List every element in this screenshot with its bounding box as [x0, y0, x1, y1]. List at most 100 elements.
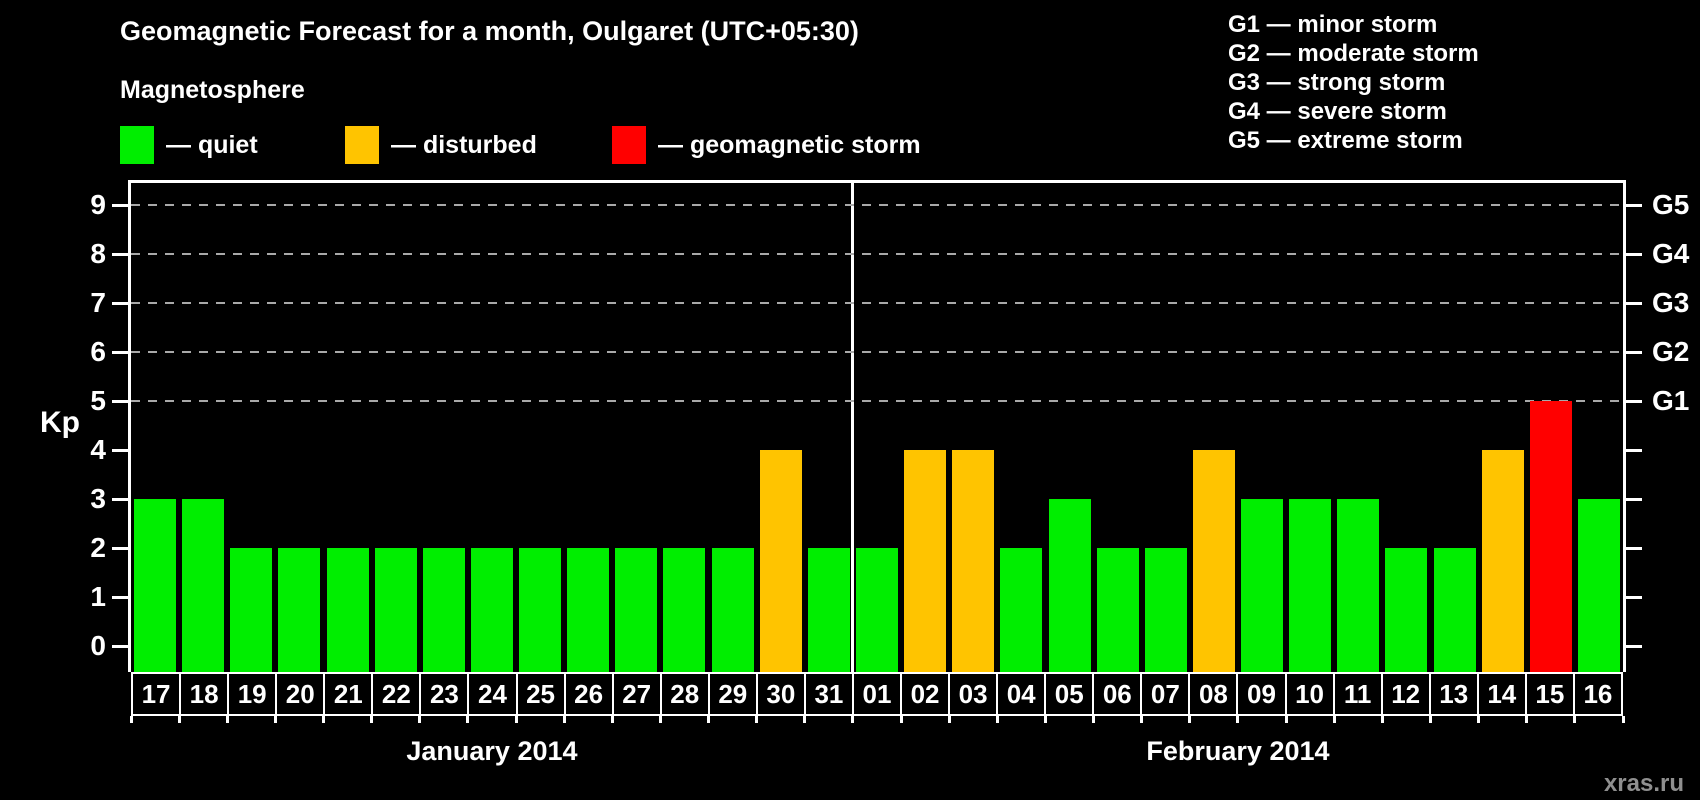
day-boundary-tick: [707, 716, 711, 723]
day-boundary-tick: [1621, 716, 1625, 723]
day-boundary-tick: [466, 716, 470, 723]
storm-scale-legend: G1 — minor storm G2 — moderate storm G3 …: [1228, 10, 1479, 155]
kp-bar: [1529, 401, 1572, 672]
right-axis-tick-2: [1626, 547, 1642, 550]
day-boundary-tick: [1188, 716, 1192, 723]
day-label-cell: 06: [1092, 672, 1143, 716]
day-label-cell: 24: [467, 672, 518, 716]
day-label-cell: 14: [1476, 672, 1527, 716]
plot-top-border: [128, 180, 1626, 183]
right-axis-label-g2: G2: [1652, 336, 1690, 367]
storm-scale-g4: G4 — severe storm: [1228, 98, 1447, 125]
y-axis-tick-label-3: 3: [90, 483, 106, 514]
day-label-cell: 27: [611, 672, 662, 716]
kp-bar: [663, 548, 706, 672]
kp-bar: [711, 548, 754, 672]
day-boundary-tick: [514, 716, 518, 723]
kp-bar: [856, 548, 898, 672]
day-label-cell: 18: [179, 672, 230, 716]
day-boundary-tick: [899, 716, 903, 723]
day-boundary-tick: [322, 716, 326, 723]
kp-bar: [519, 548, 562, 672]
y-axis-tick-9: [112, 204, 128, 207]
day-label-cell: 21: [323, 672, 374, 716]
magnetosphere-legend-heading: Magnetosphere: [120, 76, 305, 104]
right-axis-tick-4: [1626, 449, 1642, 452]
day-boundary-tick: [562, 716, 566, 723]
day-label-cell: 25: [515, 672, 566, 716]
day-boundary-tick: [1043, 716, 1047, 723]
storm-color-swatch: [612, 126, 646, 164]
chart-title: Geomagnetic Forecast for a month, Oulgar…: [120, 16, 859, 46]
storm-scale-g3: G3 — strong storm: [1228, 69, 1446, 96]
y-axis-tick-1: [112, 596, 128, 599]
kp-bar: [1192, 450, 1235, 672]
legend-label-storm: — geomagnetic storm: [658, 131, 921, 159]
day-label-cell: 08: [1188, 672, 1239, 716]
storm-scale-g5: G5 — extreme storm: [1228, 127, 1463, 154]
y-axis-line: [128, 180, 131, 672]
kp-bar: [1481, 450, 1524, 672]
day-label-cell: 07: [1140, 672, 1191, 716]
legend-item-disturbed: — disturbed: [345, 126, 537, 164]
day-boundary-tick: [947, 716, 951, 723]
right-axis-tick-9: [1626, 204, 1642, 207]
kp-bar: [1337, 499, 1380, 672]
legend-label-quiet: — quiet: [166, 131, 258, 159]
storm-scale-g1: G1 — minor storm: [1228, 11, 1438, 38]
quiet-color-swatch: [120, 126, 154, 164]
kp-bar: [422, 548, 465, 672]
right-axis-label-g3: G3: [1652, 287, 1690, 318]
y-axis-tick-label-0: 0: [90, 630, 106, 661]
day-label-cell: 10: [1284, 672, 1335, 716]
kp-bar: [1433, 548, 1476, 672]
y-axis-tick-label-7: 7: [90, 287, 106, 318]
day-label-cell: 02: [900, 672, 951, 716]
day-boundary-tick: [755, 716, 759, 723]
day-boundary-tick: [177, 716, 181, 723]
day-boundary-tick: [1477, 716, 1481, 723]
day-boundary-tick: [370, 716, 374, 723]
right-axis-tick-7: [1626, 302, 1642, 305]
storm-scale-g2: G2 — moderate storm: [1228, 40, 1479, 67]
day-label-cell: 30: [755, 672, 806, 716]
gridline-kp8: [131, 253, 1623, 255]
y-axis-tick-2: [112, 547, 128, 550]
day-axis-row: 17 18 19 20 21 22 23 24 25 26 27 28 29 30 31 01 02 03 04 05…: [131, 672, 1623, 716]
day-label-cell: 22: [371, 672, 422, 716]
y-axis-tick-label-6: 6: [90, 336, 106, 367]
day-boundary-tick: [1525, 716, 1529, 723]
day-boundary-tick: [1284, 716, 1288, 723]
legend-item-storm: — geomagnetic storm: [612, 126, 921, 164]
kp-bar: [567, 548, 610, 672]
day-label-cell: 23: [419, 672, 470, 716]
y-axis-tick-0: [112, 645, 128, 648]
day-boundary-tick: [658, 716, 662, 723]
right-axis-tick-1: [1626, 596, 1642, 599]
day-label-cell: 03: [948, 672, 999, 716]
kp-bar: [1096, 548, 1139, 672]
legend-item-quiet: — quiet: [120, 126, 258, 164]
day-boundary-tick: [1140, 716, 1144, 723]
kp-bar: [134, 499, 177, 672]
day-boundary-tick: [273, 716, 277, 723]
disturbed-color-swatch: [345, 126, 379, 164]
legend-label-disturbed: — disturbed: [391, 131, 537, 159]
day-boundary-tick: [225, 716, 229, 723]
kp-bar: [1144, 548, 1187, 672]
kp-bar: [278, 548, 321, 672]
month-label: January 2014: [406, 736, 578, 766]
month-divider-line: [851, 180, 854, 672]
day-label-cell: 16: [1572, 672, 1623, 716]
day-boundary-tick: [851, 716, 855, 723]
day-boundary-tick: [1332, 716, 1336, 723]
y-axis-tick-5: [112, 400, 128, 403]
kp-bar: [1385, 548, 1428, 672]
kp-bar: [759, 450, 802, 672]
day-label-cell: 19: [227, 672, 278, 716]
kp-bar: [807, 548, 850, 672]
right-axis-tick-3: [1626, 498, 1642, 501]
gridline-kp9: [131, 204, 1623, 206]
right-axis-tick-6: [1626, 351, 1642, 354]
